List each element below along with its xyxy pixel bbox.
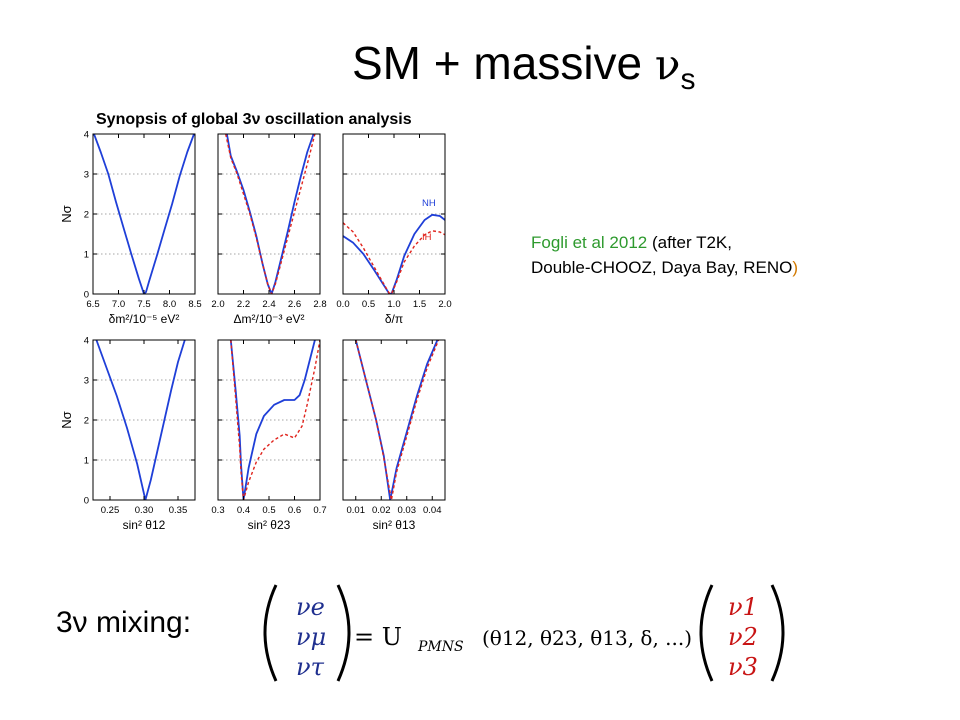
flavor-nu-tau: ντ xyxy=(296,653,325,681)
x-tick-label: 8.5 xyxy=(188,299,201,310)
x-axis-label: δm²/10⁻⁵ eV² xyxy=(109,312,180,326)
annotation-ih: IH xyxy=(422,232,432,243)
annotation-nh: NH xyxy=(422,198,436,209)
slide-title-nu: ν xyxy=(654,40,681,89)
y-axis-label: Nσ xyxy=(59,205,74,222)
series-line-nh xyxy=(95,340,186,500)
panel-s13: 0.01 0.02 0.03 0.04 sin² θ13 xyxy=(342,339,446,532)
slide-title: SM + massive νs xyxy=(352,36,695,97)
x-axis-label: sin² θ13 xyxy=(373,518,416,532)
citation-context: (after T2K, xyxy=(647,233,732,252)
left-paren-open xyxy=(263,584,278,682)
x-tick-label: 2.8 xyxy=(313,299,326,310)
citation-close-paren: ) xyxy=(792,258,799,277)
mass-nu-1: ν1 xyxy=(728,593,758,621)
x-tick-label: 7.5 xyxy=(137,299,150,310)
x-axis-label: sin² θ23 xyxy=(248,518,291,532)
panel-Dm2: 2.0 2.2 2.4 2.6 2.8 Δm²/10⁻³ eV² xyxy=(211,133,327,326)
x-tick-label: 0.35 xyxy=(169,505,188,516)
panel-s12: 0.25 0.30 0.35 0 1 2 3 4 Nσ sin² θ12 xyxy=(59,336,196,532)
flavor-nu-e: νe xyxy=(296,593,325,621)
citation-experiments: Double-CHOOZ, Daya Bay, RENO xyxy=(531,258,793,277)
y-tick-label: 1 xyxy=(84,456,89,467)
series-line-ih xyxy=(343,222,445,294)
x-tick-label: 0.03 xyxy=(398,505,417,516)
y-tick-label: 4 xyxy=(84,130,89,141)
x-tick-label: 2.6 xyxy=(288,299,301,310)
x-tick-label: 0.5 xyxy=(262,505,275,516)
x-tick-label: 2.0 xyxy=(211,299,224,310)
pmns-arguments: (θ12, θ23, θ13, δ, ...) xyxy=(482,626,692,650)
figure-panels: 6.5 7.0 7.5 8.0 8.5 0 1 2 3 4 Nσ δm²/10⁻⁵ eV² 2.0 2.2… xyxy=(59,130,452,533)
x-tick-label: 1.0 xyxy=(387,299,400,310)
x-tick-label: 0.01 xyxy=(347,505,366,516)
mass-nu-3: ν3 xyxy=(728,653,758,681)
panel-frame xyxy=(342,133,446,295)
x-tick-label: 0.0 xyxy=(336,299,349,310)
slide-title-subscript: s xyxy=(680,63,696,96)
equals-u: = U xyxy=(354,623,402,651)
right-paren-close xyxy=(770,584,785,682)
citation-authors: Fogli et al 2012 xyxy=(531,233,648,252)
x-tick-label: 0.5 xyxy=(362,299,375,310)
x-tick-label: 2.4 xyxy=(262,299,275,310)
x-tick-label: 0.02 xyxy=(372,505,391,516)
x-tick-label: 0.30 xyxy=(135,505,154,516)
figure-title: Synopsis of global 3ν oscillation analys… xyxy=(96,111,412,128)
x-tick-label: 1.5 xyxy=(413,299,426,310)
x-tick-label: 0.04 xyxy=(423,505,442,516)
y-tick-label: 2 xyxy=(84,210,89,221)
series-line-ih xyxy=(355,340,440,500)
y-tick-label: 4 xyxy=(84,336,89,347)
panel-frame xyxy=(92,339,196,501)
slide-title-text: SM + massive xyxy=(352,37,655,89)
y-tick-label: 3 xyxy=(84,170,89,181)
x-tick-label: 0.7 xyxy=(313,505,326,516)
panel-delta: 0.0 0.5 1.0 1.5 2.0 δ/π NH IH xyxy=(336,133,452,326)
pmns-subscript: PMNS xyxy=(417,639,464,655)
series-line-nh xyxy=(343,213,445,294)
y-axis-label: Nσ xyxy=(59,411,74,428)
panel-dm2: 6.5 7.0 7.5 8.0 8.5 0 1 2 3 4 Nσ δm²/10⁻⁵ eV² xyxy=(59,130,202,327)
series-line-ih xyxy=(225,134,316,294)
mixing-label: 3ν mixing: xyxy=(56,606,192,639)
citation: Fogli et al 2012 (after T2K, Double-CHOO… xyxy=(531,230,798,280)
x-tick-label: 2.0 xyxy=(438,299,451,310)
citation-line-1: Fogli et al 2012 (after T2K, xyxy=(531,230,798,255)
series-line-ih xyxy=(230,340,320,500)
y-tick-label: 0 xyxy=(84,496,89,507)
panel-frame xyxy=(342,339,446,501)
panel-frame xyxy=(217,133,321,295)
right-paren-open xyxy=(699,584,714,682)
x-tick-label: 6.5 xyxy=(86,299,99,310)
x-axis-label: Δm²/10⁻³ eV² xyxy=(233,312,304,326)
y-tick-label: 0 xyxy=(84,290,89,301)
x-tick-label: 0.3 xyxy=(211,505,224,516)
x-tick-label: 0.25 xyxy=(101,505,120,516)
x-tick-label: 2.2 xyxy=(237,299,250,310)
panel-s23: 0.3 0.4 0.5 0.6 0.7 sin² θ23 xyxy=(211,339,327,532)
x-axis-label: sin² θ12 xyxy=(123,518,166,532)
x-tick-label: 8.0 xyxy=(163,299,176,310)
flavor-nu-mu: νμ xyxy=(296,623,326,651)
y-tick-label: 2 xyxy=(84,416,89,427)
x-tick-label: 0.6 xyxy=(288,505,301,516)
x-tick-label: 0.4 xyxy=(237,505,250,516)
x-axis-label: δ/π xyxy=(385,312,403,326)
y-tick-label: 3 xyxy=(84,376,89,387)
y-tick-label: 1 xyxy=(84,250,89,261)
series-line-nh xyxy=(93,134,195,294)
citation-line-2: Double-CHOOZ, Daya Bay, RENO) xyxy=(531,255,798,280)
mass-nu-2: ν2 xyxy=(728,623,758,651)
panel-frame xyxy=(92,133,196,295)
x-tick-label: 7.0 xyxy=(112,299,125,310)
pmns-formula: νe νμ ντ = U PMNS (θ12, θ23, θ13, δ, ...… xyxy=(263,584,785,682)
left-paren-close xyxy=(336,584,351,682)
